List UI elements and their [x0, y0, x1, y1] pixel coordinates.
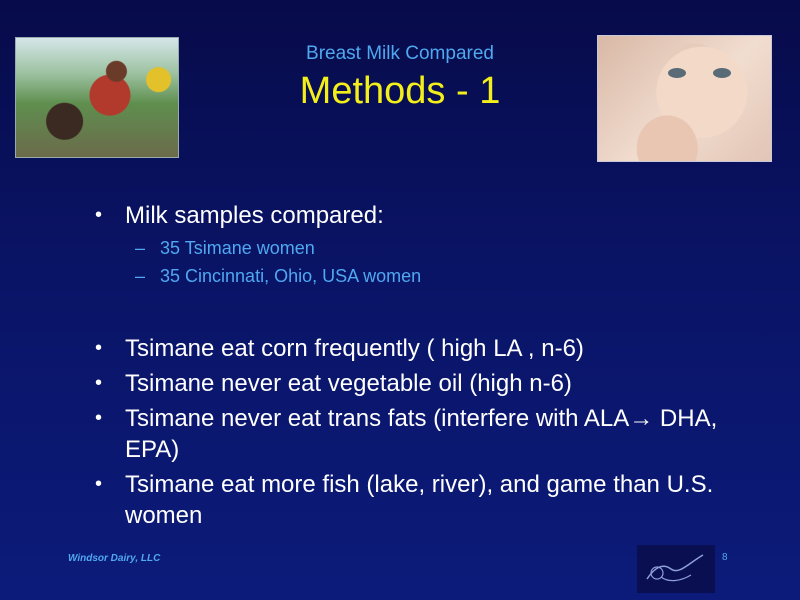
sub-bullet-text: 35 Cincinnati, Ohio, USA women: [160, 266, 422, 286]
bullet-dot-icon: •: [95, 473, 103, 495]
bullet-item: • Milk samples compared:: [95, 200, 755, 231]
bullet-dot-icon: •: [95, 407, 103, 429]
bullet-dot-icon: •: [95, 372, 103, 394]
bullet-item: • Tsimane never eat trans fats (interfer…: [95, 403, 755, 465]
sub-bullet-item: – 35 Cincinnati, Ohio, USA women: [95, 265, 755, 287]
bullet-text: Tsimane never eat trans fats (interfere …: [125, 405, 718, 463]
baby-eye-left-icon: [668, 68, 686, 78]
bullet-text: Tsimane never eat vegetable oil (high n-…: [125, 370, 572, 397]
bullet-item: • Tsimane eat more fish (lake, river), a…: [95, 469, 755, 531]
dash-icon: –: [135, 266, 146, 286]
bullet-text: Tsimane eat corn frequently ( high LA , …: [125, 335, 584, 362]
bullet-item: • Tsimane eat corn frequently ( high LA …: [95, 333, 755, 364]
mother-child-logo-icon: [637, 545, 715, 593]
bullet-dot-icon: •: [95, 337, 103, 359]
slide-subtitle: Breast Milk Compared: [306, 43, 494, 64]
bullet-text: Milk samples compared:: [125, 202, 384, 229]
bullet-list: • Milk samples compared: – 35 Tsimane wo…: [95, 200, 755, 535]
slide-title: Methods - 1: [299, 70, 501, 112]
bullet-text: Tsimane eat more fish (lake, river), and…: [125, 471, 714, 529]
baby-eye-right-icon: [713, 68, 731, 78]
footer-company: Windsor Dairy, LLC: [68, 553, 161, 564]
sub-bullet-item: – 35 Tsimane women: [95, 237, 755, 259]
breastfeeding-baby-photo: [597, 35, 772, 162]
page-number: 8: [722, 552, 728, 563]
mother-and-children-photo: [15, 37, 179, 158]
sub-bullet-text: 35 Tsimane women: [160, 238, 315, 258]
bullet-item: • Tsimane never eat vegetable oil (high …: [95, 368, 755, 399]
bullet-dot-icon: •: [95, 204, 103, 226]
dash-icon: –: [135, 238, 146, 258]
